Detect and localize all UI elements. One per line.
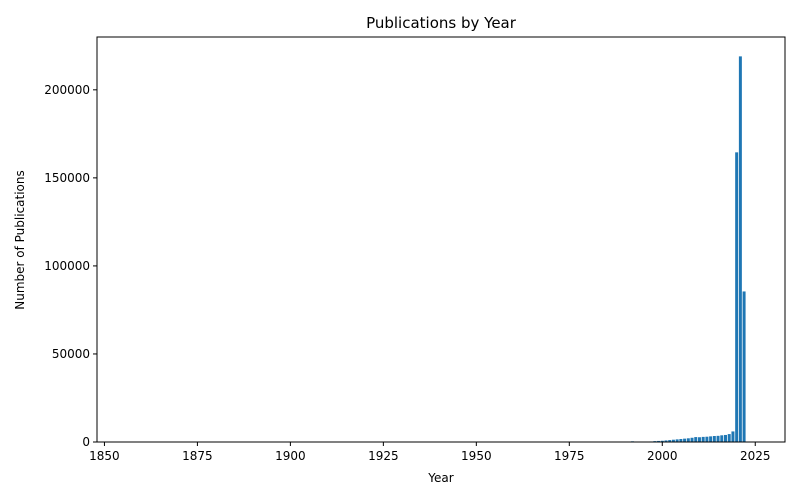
y-tick-label: 200000 (44, 83, 90, 97)
x-tick-label: 1975 (554, 449, 585, 463)
bar-2012 (705, 436, 709, 442)
y-tick-label: 50000 (52, 347, 90, 361)
bar-2006 (683, 438, 687, 442)
bar-series (631, 56, 746, 443)
bar-2001 (664, 440, 668, 442)
bar-2000 (660, 440, 664, 442)
x-axis-label: Year (427, 471, 453, 485)
bar-2020 (735, 152, 739, 442)
y-tick-label: 150000 (44, 171, 90, 185)
bar-2011 (701, 436, 705, 442)
bar-2007 (686, 438, 690, 442)
bar-1999 (657, 440, 661, 442)
y-tick-label: 100000 (44, 259, 90, 273)
bar-2009 (694, 437, 698, 442)
bar-2021 (738, 56, 742, 443)
plot-frame (96, 36, 786, 443)
bar-2016 (720, 435, 724, 442)
x-tick-label: 2000 (647, 449, 678, 463)
y-axis-label: Number of Publications (13, 170, 27, 310)
bar-2010 (697, 437, 701, 442)
bar-2017 (724, 434, 727, 442)
y-tick-label: 0 (82, 435, 90, 449)
bar-2004 (675, 439, 679, 442)
bar-2015 (716, 435, 720, 442)
bar-2019 (731, 431, 735, 442)
x-tick-label: 1900 (275, 449, 306, 463)
bar-2022 (742, 291, 746, 442)
x-tick-label: 1950 (461, 449, 492, 463)
x-tick-label: 1875 (182, 449, 213, 463)
chart-title: Publications by Year (366, 14, 517, 32)
x-tick-label: 1925 (368, 449, 399, 463)
y-axis-ticks: 0 50000 100000 150000 200000 (44, 83, 97, 449)
bar-2002 (668, 440, 672, 442)
bar-2018 (727, 434, 731, 442)
x-axis-ticks: 1850 1875 1900 1925 1950 1975 2000 2025 (89, 442, 771, 463)
bar-2005 (679, 439, 683, 442)
bar-2013 (709, 436, 713, 442)
bar-2008 (690, 437, 694, 442)
bar-2003 (671, 439, 675, 442)
bar-2014 (712, 436, 716, 442)
x-tick-label: 2025 (740, 449, 771, 463)
x-tick-label: 1850 (89, 449, 120, 463)
